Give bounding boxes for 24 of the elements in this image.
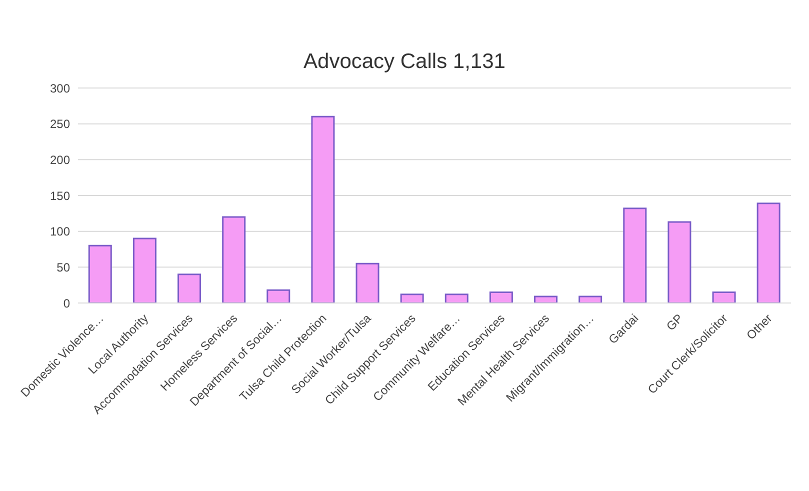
y-tick-label: 150 xyxy=(50,188,70,203)
bar xyxy=(266,289,290,303)
bar xyxy=(400,294,424,303)
bar xyxy=(356,262,380,303)
bar xyxy=(178,274,202,303)
y-tick-label: 50 xyxy=(56,260,70,274)
bar xyxy=(311,116,335,303)
bar xyxy=(489,292,513,303)
bar xyxy=(534,296,558,303)
y-tick-label: 250 xyxy=(50,117,70,132)
chart-title: Advocacy Calls 1,131 xyxy=(302,50,506,74)
y-tick-label: 300 xyxy=(50,81,70,96)
bar xyxy=(756,202,780,303)
bar xyxy=(712,292,736,303)
bar xyxy=(132,238,156,303)
bar xyxy=(623,208,647,303)
bar xyxy=(88,244,112,303)
bar xyxy=(444,294,468,303)
bar xyxy=(578,296,602,303)
y-tick-label: 100 xyxy=(50,224,70,239)
y-tick-label: 200 xyxy=(50,152,70,167)
y-tick-label: 0 xyxy=(63,296,70,310)
bar xyxy=(222,216,246,303)
bar xyxy=(668,221,692,303)
